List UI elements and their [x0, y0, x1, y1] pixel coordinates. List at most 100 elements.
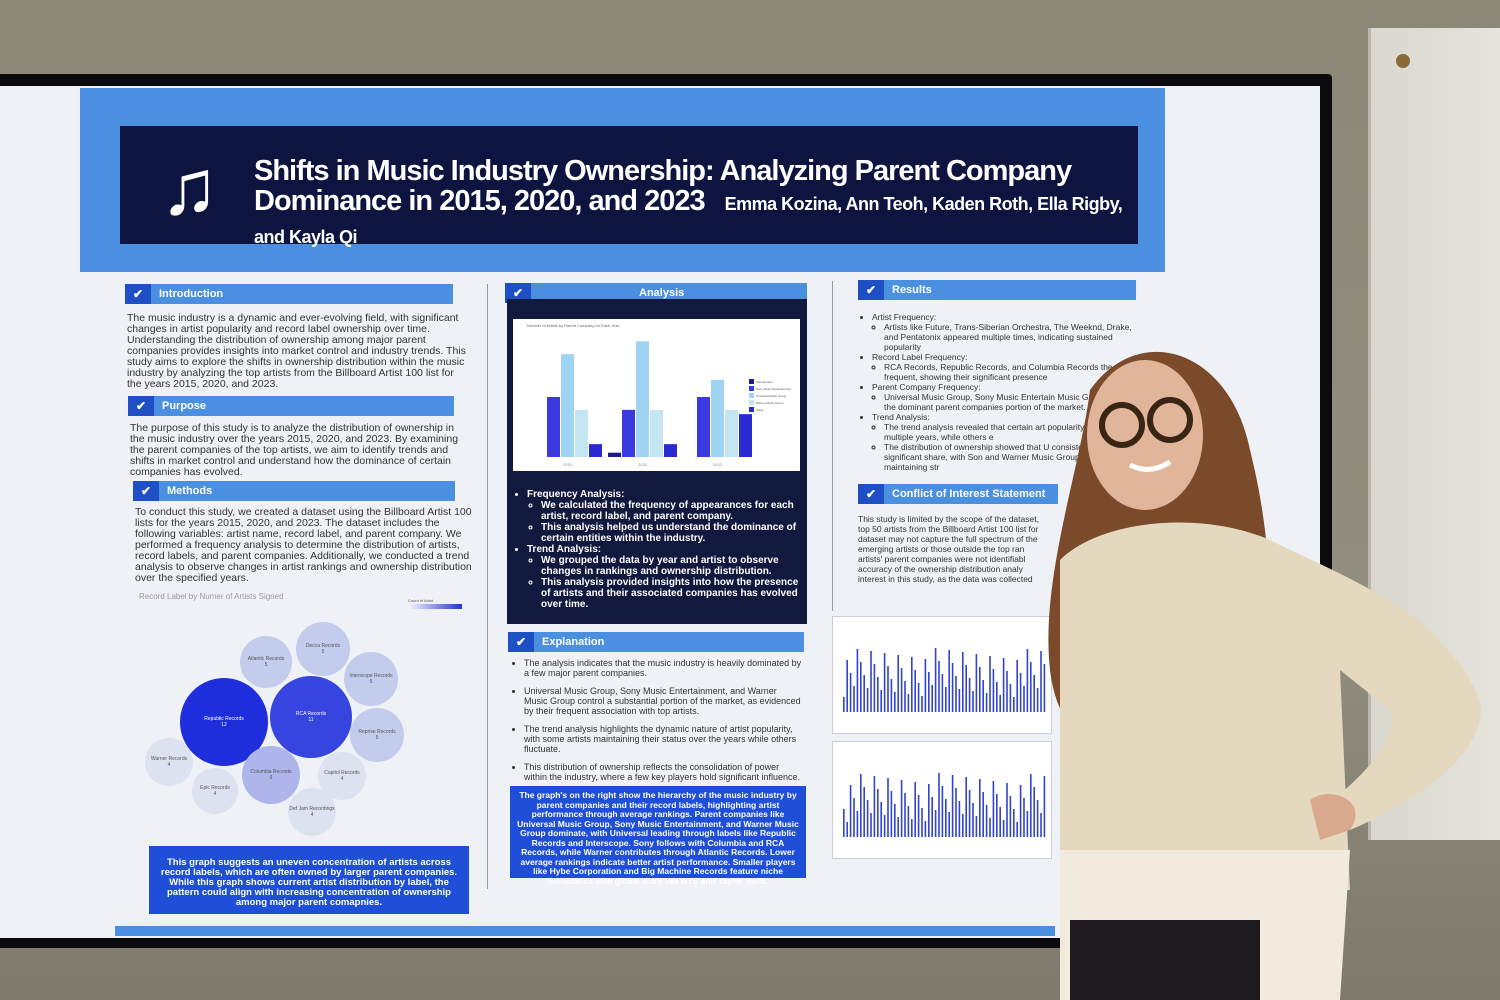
ranking-bar — [968, 678, 971, 712]
bubble: Columbia Records 6 — [242, 746, 300, 804]
analysis-item-head: Trend Analysis: — [527, 544, 602, 555]
bar-2015-1 — [547, 397, 560, 457]
ranking-bar — [1009, 684, 1012, 712]
check-circle-icon: ✔ — [858, 484, 884, 504]
ranking-bar — [853, 686, 855, 712]
ranking-bar — [955, 676, 957, 712]
bubble-label: Reprise Records — [358, 729, 396, 735]
methods-text: To conduct this study, we created a data… — [135, 506, 472, 584]
bar-2015-4 — [589, 444, 602, 457]
ranking-bar — [860, 662, 862, 712]
ranking-bar — [948, 650, 950, 712]
ranking-bar — [955, 788, 957, 837]
ranking-bar — [938, 773, 940, 837]
ranking-bar — [907, 694, 910, 712]
avg-ranking-chart-2 — [832, 741, 1052, 859]
ranking-bar — [904, 681, 906, 712]
jacket — [1060, 522, 1481, 890]
results-item-head: Trend Analysis: — [872, 412, 930, 422]
bubble-count: 4 — [213, 791, 217, 797]
legend-label: Universal Music Group — [756, 394, 787, 398]
bubble: Atlantic Records 5 — [240, 636, 292, 688]
column-divider — [487, 284, 488, 889]
ranking-bar — [1026, 649, 1029, 712]
explanation-item: The analysis indicates that the music in… — [524, 658, 802, 678]
ranking-bar — [907, 806, 910, 837]
column-divider — [832, 281, 833, 611]
bubble-legend-title: Count of Artist — [408, 598, 434, 603]
bubble-count: 4 — [310, 812, 314, 818]
analysis-item: Frequency Analysis:We calculated the fre… — [527, 489, 802, 544]
ranking-bar — [897, 655, 899, 712]
ranking-bar — [880, 802, 882, 837]
ranking-bar — [897, 817, 899, 837]
ranking-bar — [1009, 796, 1012, 837]
wall-pin — [1396, 54, 1410, 68]
methods-header: ✔ Methods — [133, 481, 455, 501]
bubble: Def Jam Recordings 4 — [288, 788, 336, 836]
ranking-bar — [921, 808, 923, 837]
ranking-bar — [873, 776, 876, 837]
bubble: Decca Records 5 — [296, 622, 350, 676]
ranking-bar — [1023, 686, 1025, 712]
ranking-bar — [900, 668, 903, 712]
ranking-bar — [883, 653, 886, 712]
avg-ranking-chart-1 — [832, 616, 1052, 734]
ranking-bar — [992, 669, 995, 712]
ranking-bar — [931, 685, 933, 712]
ranking-bar — [989, 656, 991, 712]
ranking-bar — [1026, 811, 1029, 837]
bubble: Reprise Records 5 — [350, 708, 404, 762]
ranking-bar — [914, 670, 916, 712]
explanation-list: The analysis indicates that the music in… — [512, 658, 802, 790]
check-circle-icon: ✔ — [125, 284, 151, 304]
ranking-bar — [843, 809, 845, 837]
explanation-item: The trend analysis highlights the dynami… — [524, 724, 802, 754]
ranking-bar — [849, 673, 852, 712]
bubble-count: 11 — [308, 717, 314, 723]
poster-title: Shifts in Music Industry Ownership: Anal… — [254, 156, 1134, 252]
ranking-bar — [843, 697, 845, 712]
bubble-count: 5 — [264, 662, 268, 668]
bubble-label: Capitol Records — [324, 770, 360, 776]
results-list: Artist Frequency:Artists like Future, Tr… — [860, 312, 1140, 472]
bubble-label: RCA Records — [295, 711, 327, 717]
ranking-bar — [877, 677, 879, 712]
ranking-bar — [894, 804, 896, 837]
ranking-bar — [1019, 673, 1022, 712]
bar-2023-4 — [739, 414, 752, 457]
introduction-text: The music industry is a dynamic and ever… — [127, 312, 466, 390]
heading: Conflict of Interest Statement — [892, 488, 1046, 500]
ranking-bar — [863, 787, 865, 837]
ranking-bar — [924, 821, 927, 837]
ranking-bar — [941, 674, 944, 712]
results-item-head: Artist Frequency: — [872, 312, 937, 322]
results-item-head: Parent Company Frequency: — [872, 382, 981, 392]
ranking-bar — [948, 812, 950, 837]
analysis-subitem: This analysis helped us understand the d… — [541, 522, 802, 544]
ranking-bar — [965, 777, 967, 837]
ranking-bar — [934, 648, 937, 712]
results-item: Trend Analysis:The trend analysis reveal… — [872, 412, 1140, 472]
ranking-bar — [982, 680, 984, 712]
ranking-bar — [866, 800, 869, 837]
bubble-label: Interscope Records — [349, 673, 393, 679]
ranking-bar — [887, 666, 889, 712]
ranking-bar — [931, 797, 933, 837]
results-item: Record Label Frequency:RCA Records, Repu… — [872, 352, 1140, 382]
ranking-bar — [1033, 787, 1035, 837]
bubble-label: Warner Records — [150, 756, 188, 762]
heading: Explanation — [542, 636, 605, 648]
results-subitem: The trend analysis revealed that certain… — [884, 422, 1140, 442]
ranking-bar — [958, 801, 961, 837]
bubble: Warner Records 4 — [145, 738, 193, 786]
analysis-header: ✔ Analysis — [505, 283, 807, 303]
bar-chart-svg: 2015 2020 2023 Independent Sony Music Entert… — [547, 341, 791, 467]
ranking-bar — [1043, 776, 1046, 837]
legend-swatch — [749, 379, 754, 384]
ranking-bar — [846, 822, 848, 837]
ranking-bar — [1023, 798, 1025, 837]
footer-band — [115, 926, 1055, 936]
bar-2020-3 — [650, 409, 663, 457]
ranking-bar — [883, 815, 886, 837]
